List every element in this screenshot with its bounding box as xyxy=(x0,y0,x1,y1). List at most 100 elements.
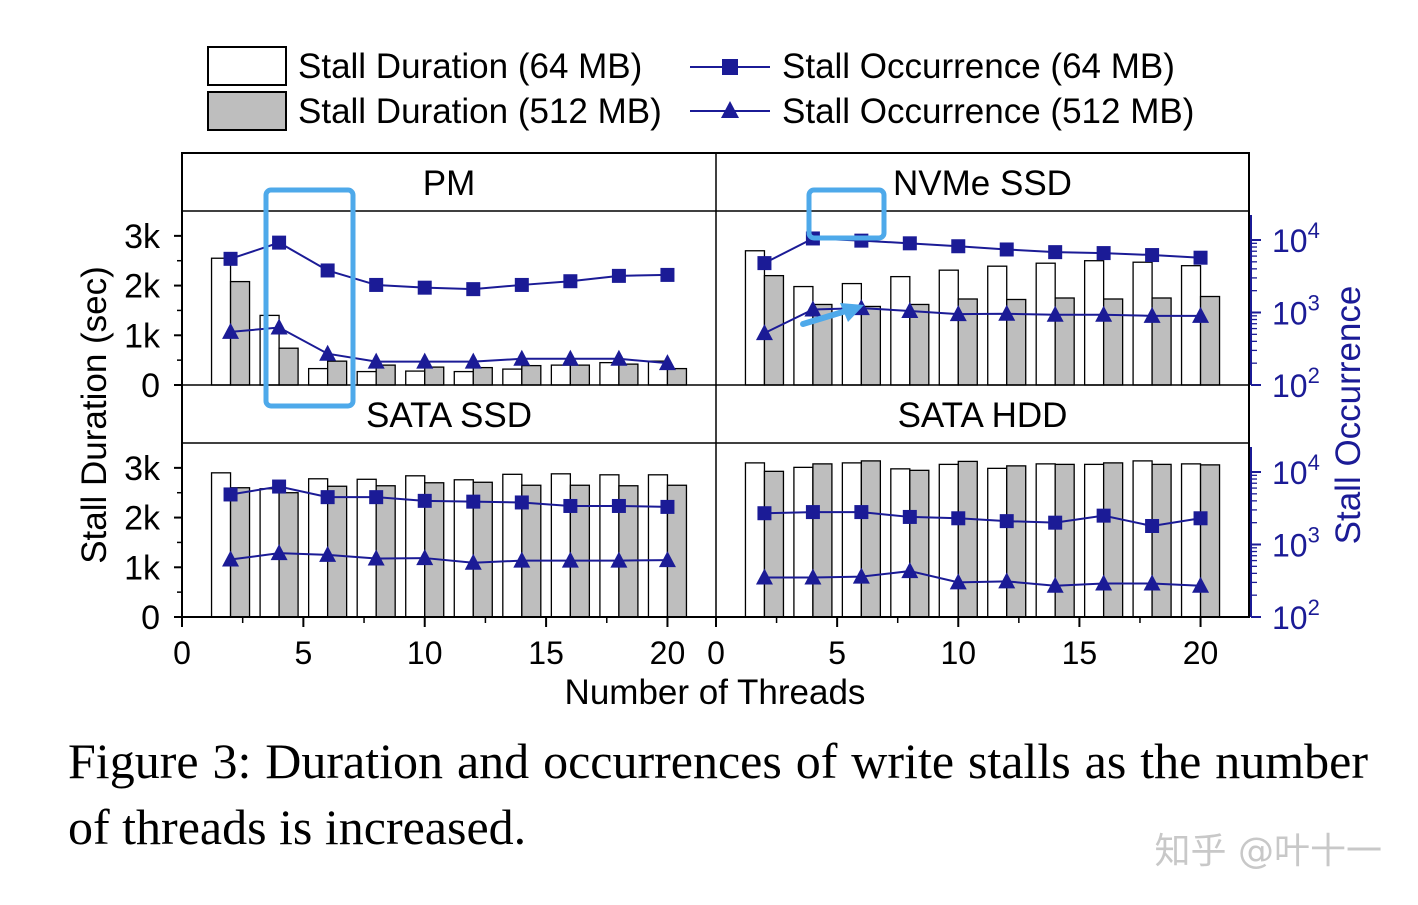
bar-duration-512 xyxy=(1151,297,1172,386)
bar-duration-512 xyxy=(618,363,639,386)
y-axis-right-label: Stall Occurrence xyxy=(1329,286,1368,545)
series-line-occurrence-64 xyxy=(764,237,1201,265)
legend-label-duration-64: Stall Duration (64 MB) xyxy=(298,47,642,86)
bar-duration-512 xyxy=(957,460,978,618)
x-tick-label: 10 xyxy=(940,635,976,671)
bar-duration-512 xyxy=(326,360,348,386)
marker-occurrence-64 xyxy=(563,274,578,289)
bar-duration-512 xyxy=(1102,462,1124,618)
marker-occurrence-64 xyxy=(999,514,1014,529)
series-line-occurrence-512 xyxy=(764,307,1201,334)
marker-occurrence-512 xyxy=(658,354,676,371)
marker-occurrence-64 xyxy=(660,499,675,514)
bar-duration-64 xyxy=(1132,460,1153,618)
marker-occurrence-512 xyxy=(464,352,482,369)
y-left-tick-label: 1k xyxy=(124,549,161,587)
bar-duration-64 xyxy=(1035,463,1056,618)
bar-duration-512 xyxy=(666,367,688,386)
marker-occurrence-64 xyxy=(951,239,966,254)
highlight-arrow-shaft xyxy=(800,308,849,327)
marker-occurrence-512 xyxy=(998,304,1016,321)
y-right-tick-label: 102 xyxy=(1272,363,1320,404)
marker-occurrence-64 xyxy=(1145,518,1160,533)
marker-occurrence-64 xyxy=(272,479,287,494)
bar-duration-64 xyxy=(502,368,523,386)
marker-occurrence-64 xyxy=(999,242,1014,257)
marker-occurrence-512 xyxy=(1095,574,1113,591)
marker-occurrence-64 xyxy=(466,282,481,297)
marker-occurrence-512 xyxy=(319,545,337,562)
bar-duration-512 xyxy=(909,469,930,618)
marker-occurrence-512 xyxy=(1046,305,1064,322)
bar-duration-512 xyxy=(569,364,591,386)
marker-occurrence-64 xyxy=(417,280,432,295)
marker-occurrence-64 xyxy=(611,498,626,513)
marker-occurrence-512 xyxy=(804,300,822,317)
marker-occurrence-512 xyxy=(513,551,531,568)
y-right-tick-label: 102 xyxy=(1272,595,1320,636)
marker-occurrence-512 xyxy=(610,349,628,366)
marker-occurrence-64 xyxy=(514,277,529,292)
marker-occurrence-512 xyxy=(464,553,482,570)
series-line-occurrence-512 xyxy=(230,552,668,564)
marker-occurrence-512 xyxy=(1192,306,1210,323)
bar-duration-512 xyxy=(1199,295,1221,386)
marker-occurrence-64 xyxy=(757,506,772,521)
panel-pm: PM xyxy=(210,164,688,386)
marker-occurrence-64 xyxy=(757,256,772,271)
marker-occurrence-512 xyxy=(755,324,773,341)
y-left-tick-label: 1k xyxy=(124,317,161,355)
panel-nvme-ssd: NVMe SSD xyxy=(744,164,1221,386)
legend-marker-triangle xyxy=(721,101,739,118)
panel-sata-ssd: SATA SSD xyxy=(210,396,688,618)
bar-duration-64 xyxy=(453,370,474,386)
bar-duration-64 xyxy=(987,265,1008,386)
marker-occurrence-64 xyxy=(320,490,335,505)
marker-occurrence-512 xyxy=(367,549,385,566)
x-tick-label: 20 xyxy=(650,635,686,671)
marker-occurrence-512 xyxy=(222,322,240,339)
marker-occurrence-512 xyxy=(949,305,967,322)
bar-duration-64 xyxy=(987,467,1008,618)
marker-occurrence-512 xyxy=(901,562,919,579)
marker-occurrence-512 xyxy=(416,352,434,369)
bar-duration-512 xyxy=(521,364,542,386)
legend-swatch-duration-512 xyxy=(207,91,287,131)
x-tick-label: 5 xyxy=(294,635,312,671)
bar-duration-64 xyxy=(1083,260,1105,386)
bar-duration-64 xyxy=(599,361,620,386)
marker-occurrence-64 xyxy=(1048,245,1063,260)
bar-duration-512 xyxy=(1006,465,1027,618)
y-left-tick-label: 3k xyxy=(124,218,161,256)
marker-occurrence-512 xyxy=(901,301,919,318)
series-line-occurrence-512 xyxy=(764,570,1201,587)
y-left-tick-label: 3k xyxy=(124,450,161,488)
bar-duration-512 xyxy=(278,347,299,386)
bar-duration-64 xyxy=(1180,463,1202,618)
figure-caption: Figure 3: Duration and occurrences of wr… xyxy=(68,733,1368,855)
panel-title: SATA HDD xyxy=(898,396,1068,435)
bar-duration-64 xyxy=(1083,463,1105,618)
marker-occurrence-512 xyxy=(804,568,822,585)
bar-duration-64 xyxy=(890,275,911,386)
marker-occurrence-512 xyxy=(1143,574,1161,591)
bar-duration-64 xyxy=(744,462,766,618)
marker-occurrence-64 xyxy=(660,267,675,282)
bar-duration-64 xyxy=(841,282,863,386)
marker-occurrence-512 xyxy=(1192,576,1210,593)
bar-duration-64 xyxy=(356,370,377,386)
bar-duration-512 xyxy=(860,305,882,386)
bar-duration-512 xyxy=(375,485,396,618)
panel-title: SATA SSD xyxy=(366,396,532,435)
marker-occurrence-64 xyxy=(1145,248,1160,263)
bar-duration-512 xyxy=(472,366,493,386)
x-tick-label: 20 xyxy=(1183,635,1219,671)
series-line-occurrence-512 xyxy=(230,326,668,365)
marker-occurrence-512 xyxy=(658,551,676,568)
marker-occurrence-64 xyxy=(223,487,238,502)
plot-area: PM NVMe SSD SATA SSD SATA HDD 0 1k 2k 3k 0 1k 2k 3k… xyxy=(124,152,1320,671)
marker-occurrence-512 xyxy=(610,551,628,568)
legend: Stall Duration (64 MB) Stall Duration (5… xyxy=(207,46,1194,131)
marker-occurrence-64 xyxy=(1096,246,1111,261)
y-right-tick-label: 104 xyxy=(1272,450,1320,491)
